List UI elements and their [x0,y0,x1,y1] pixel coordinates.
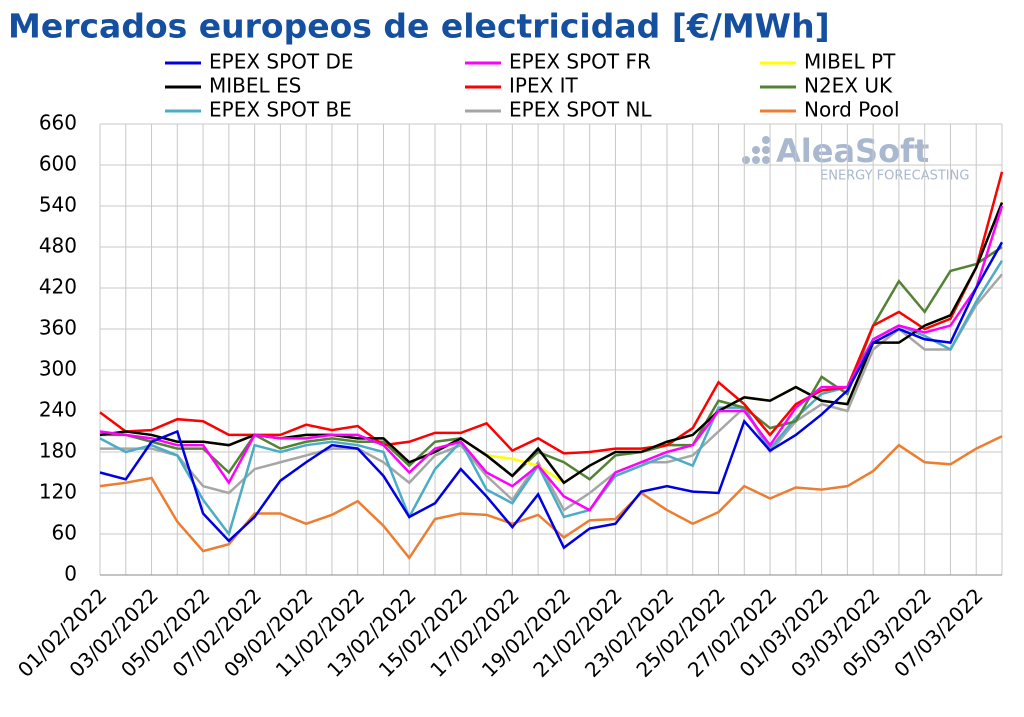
y-tick-label: 540 [39,193,77,217]
series-line [99,241,1004,550]
legend-label: IPEX IT [509,74,579,98]
legend-label: MIBEL PT [804,50,896,74]
y-tick-label: 420 [39,275,77,299]
y-tick-label: 240 [39,398,77,422]
legend-label: Nord Pool [804,98,900,122]
legend-label: EPEX SPOT NL [509,98,652,122]
series-line [99,205,1004,512]
y-tick-label: 120 [39,480,77,504]
series-line [99,202,1004,485]
legend-label: EPEX SPOT BE [209,98,352,122]
y-tick-label: 360 [39,316,77,340]
y-tick-label: 480 [39,234,77,258]
y-tick-label: 300 [39,357,77,381]
legend-label: MIBEL ES [209,74,301,98]
series-line [99,435,1003,561]
y-tick-label: 60 [52,521,77,545]
watermark-icon [742,136,770,164]
legend-label: N2EX UK [804,74,893,98]
watermark-name: AleaSoft [776,132,929,170]
legend-label: EPEX SPOT DE [209,50,354,74]
y-tick-label: 600 [39,152,77,176]
legend-label: EPEX SPOT FR [509,50,651,74]
watermark-tagline: ENERGY FORECASTING [820,169,969,184]
y-tick-label: 0 [64,562,77,586]
chart-title: Mercados europeos de electricidad [€/MWh… [8,7,830,46]
series-line [100,273,1003,512]
y-tick-label: 180 [39,439,77,463]
y-tick-label: 660 [39,111,77,135]
